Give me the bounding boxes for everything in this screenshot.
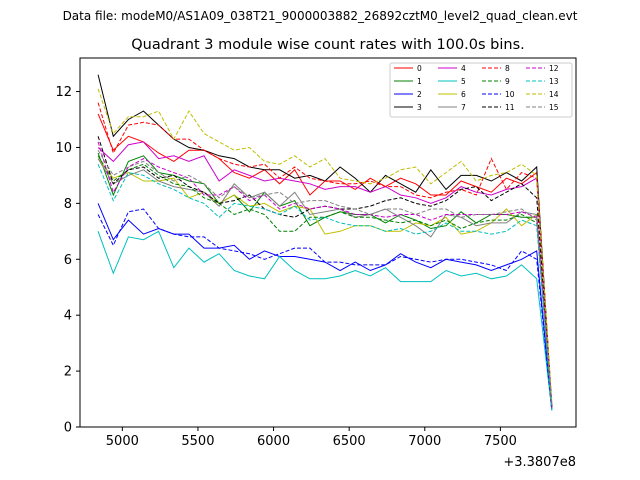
x-tick-label: 5500 [181, 434, 214, 449]
series-line-8 [97, 102, 553, 405]
legend-label-12: 12 [549, 64, 559, 73]
x-axis-ticks: 5000 5500 6000 6500 7000 7500 [106, 427, 517, 449]
series-line-14 [97, 88, 553, 402]
x-tick-label: 6500 [333, 434, 366, 449]
legend-label-11: 11 [505, 103, 515, 112]
x-tick-label: 7500 [484, 434, 517, 449]
x-tick-label: 6000 [257, 434, 290, 449]
series-line-9 [97, 155, 553, 408]
legend-label-7: 7 [461, 103, 466, 112]
legend-label-13: 13 [549, 77, 559, 86]
y-tick-label: 2 [64, 365, 72, 380]
series-line-7 [97, 158, 553, 408]
series-line-13 [97, 164, 553, 411]
series-line-15 [97, 149, 553, 405]
series-line-4 [97, 141, 553, 408]
chart-suptitle: Data file: modeM0/AS1A09_038T21_90000038… [63, 9, 578, 23]
series-line-5 [97, 230, 553, 411]
y-tick-label: 0 [64, 421, 72, 436]
y-tick-label: 4 [64, 309, 72, 324]
legend-label-6: 6 [461, 90, 466, 99]
legend-label-8: 8 [505, 64, 510, 73]
legend-label-2: 2 [417, 90, 422, 99]
legend-label-15: 15 [549, 103, 559, 112]
legend-label-10: 10 [505, 90, 515, 99]
x-tick-label: 7000 [408, 434, 441, 449]
legend-label-1: 1 [417, 77, 422, 86]
series-line-1 [97, 152, 553, 408]
series-line-10 [97, 208, 553, 411]
y-tick-label: 8 [64, 197, 72, 212]
legend-box [389, 62, 573, 118]
plot-frame [79, 57, 577, 428]
legend-label-14: 14 [549, 90, 559, 99]
x-tick-label: 5000 [106, 434, 139, 449]
y-axis-ticks: 0 2 4 6 8 10 12 [55, 85, 80, 436]
legend-label-5: 5 [461, 77, 466, 86]
series-lines [97, 74, 553, 411]
y-tick-label: 12 [55, 85, 72, 100]
series-line-6 [97, 158, 553, 405]
legend-label-0: 0 [417, 64, 422, 73]
legend-label-9: 9 [505, 77, 510, 86]
legend-label-4: 4 [461, 64, 466, 73]
chart-title: Quadrant 3 module wise count rates with … [131, 37, 525, 53]
x-axis-offset-label: +3.3807e8 [503, 455, 576, 470]
y-tick-label: 6 [64, 253, 72, 268]
y-tick-label: 10 [55, 141, 72, 156]
legend-label-3: 3 [417, 103, 422, 112]
